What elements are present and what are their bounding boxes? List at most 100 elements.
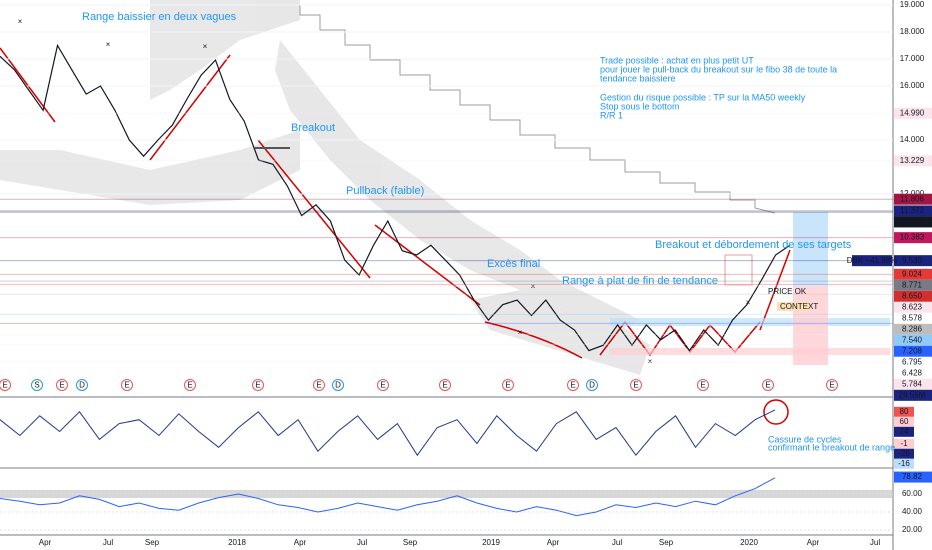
x-tick-label: Apr — [294, 538, 307, 547]
staircase-line — [280, 4, 776, 214]
box — [724, 254, 753, 286]
price-tag — [894, 205, 932, 217]
small-tag: PRICE OK — [768, 287, 807, 296]
price-tag-label: 6.428 — [902, 368, 923, 377]
price-line — [0, 43, 791, 352]
annotation: Range baissier en deux vagues — [82, 11, 237, 23]
rsi-tag-label: 78.82 — [902, 472, 923, 481]
event-letter: E — [505, 381, 510, 390]
x-tick-label: Sep — [659, 538, 674, 547]
price-tag-label: 6.795 — [902, 357, 923, 366]
event-letter: E — [255, 381, 260, 390]
price-tag-label: 11.806 — [900, 194, 924, 203]
osc-note: Cassure de cycles — [768, 434, 842, 444]
rsi-tag — [894, 471, 932, 483]
event-letter: E — [442, 381, 447, 390]
event-marker — [826, 379, 838, 391]
price-tag-label: 13.229 — [900, 156, 925, 165]
price-tag-label: 7.208 — [902, 346, 923, 355]
price-tag — [894, 232, 932, 244]
osc-tag — [894, 438, 914, 449]
osc-tag-label: 60 — [900, 417, 909, 426]
osc-tag — [894, 416, 914, 427]
event-letter: S — [34, 381, 39, 390]
event-marker — [502, 379, 514, 391]
osc-tag — [894, 426, 914, 437]
price-tag — [894, 334, 932, 346]
price-tag-label: 8.623 — [902, 302, 923, 311]
event-marker — [332, 379, 344, 391]
event-letter: E — [829, 381, 834, 390]
price-tag — [894, 345, 932, 357]
annotation: Excès final — [487, 258, 540, 270]
event-marker — [697, 379, 709, 391]
osc-tag — [894, 406, 914, 417]
svg-text:×: × — [106, 40, 111, 49]
note-line: Gestion du risque possible : TP sur la M… — [600, 92, 806, 102]
oscillator-line — [0, 409, 776, 457]
osc-tag — [894, 448, 914, 459]
event-letter: E — [124, 381, 129, 390]
x-tick-label: Jul — [870, 538, 880, 547]
osc-tag-label: -16 — [898, 459, 910, 468]
price-tag — [894, 255, 932, 267]
event-letter: E — [187, 381, 192, 390]
price-tag — [894, 367, 932, 379]
event-marker — [586, 379, 598, 391]
price-tag-label: 8.771 — [902, 280, 923, 289]
event-letter: E — [59, 381, 64, 390]
price-tag-label: 8.578 — [902, 313, 923, 322]
event-marker — [31, 379, 43, 391]
y-tick-label: 14.000 — [900, 135, 925, 144]
osc-tag — [894, 458, 914, 469]
event-letter: E — [316, 381, 321, 390]
osc-tag-label: -26 — [898, 449, 910, 458]
osc-tag-label: -1 — [900, 439, 908, 448]
price-tag-label: 7.540 — [902, 335, 923, 344]
event-marker — [567, 379, 579, 391]
event-letter: E — [633, 381, 638, 390]
price-tag-label: 11.372 — [900, 206, 924, 215]
annotation: Range à plat de fin de tendance — [562, 275, 718, 287]
event-letter: E — [570, 381, 575, 390]
x-tick-label: 2019 — [482, 538, 500, 547]
note-line: Trade possible : achat en plus petit UT — [600, 55, 754, 65]
price-tag-label: 5.784 — [902, 379, 923, 388]
note-line: tendance baissiere — [600, 73, 676, 83]
x-tick-label: Apr — [807, 538, 820, 547]
note-line: R/R 1 — [600, 110, 623, 120]
volume-label: 26.55M — [899, 390, 926, 399]
trend-lines — [0, 47, 791, 359]
price-tag — [894, 193, 932, 205]
x-tick-label: 2018 — [228, 538, 246, 547]
rsi-line — [0, 477, 776, 517]
annotation: Breakout — [291, 122, 335, 134]
x-tick-label: Jul — [357, 538, 367, 547]
price-tag — [894, 378, 932, 390]
svg-text:×: × — [518, 328, 523, 337]
event-marker — [184, 379, 196, 391]
change-tag-label: DBK −41.98% — [847, 256, 897, 265]
price-tag — [894, 279, 932, 291]
event-letter: D — [79, 381, 85, 390]
x-tick-label: Sep — [403, 538, 418, 547]
annotation: Pullback (faible) — [346, 185, 424, 197]
annotation: Breakout et débordement de ses targets — [655, 239, 852, 251]
svg-text:×: × — [203, 42, 208, 51]
price-tag — [894, 312, 932, 324]
zone — [610, 318, 890, 326]
event-marker — [439, 379, 451, 391]
rsi-tick-label: 40.00 — [902, 507, 923, 516]
svg-text:×: × — [531, 282, 536, 291]
price-tag — [894, 356, 932, 368]
small-tag-bg — [777, 302, 810, 311]
event-marker — [121, 379, 133, 391]
price-tag — [894, 155, 932, 167]
event-letter: D — [589, 381, 595, 390]
price-tag-label: 8.650 — [902, 291, 923, 300]
target-box — [793, 212, 828, 287]
event-letter: D — [335, 381, 341, 390]
x-tick-label: Jul — [612, 538, 622, 547]
event-marker — [56, 379, 68, 391]
note-line: pour jouer le pull-back du breakout sur … — [600, 64, 837, 74]
